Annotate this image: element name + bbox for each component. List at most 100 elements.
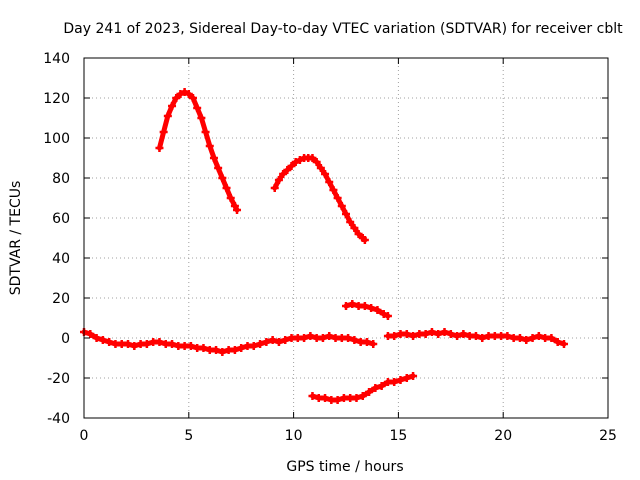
data-point: [218, 174, 227, 182]
data-point: [402, 374, 411, 382]
data-point: [434, 330, 443, 338]
data-point: [168, 102, 177, 110]
data-point: [308, 392, 317, 400]
data-point: [209, 154, 218, 162]
data-point: [522, 336, 531, 344]
data-point: [346, 218, 355, 226]
data-point: [197, 114, 206, 122]
data-point: [249, 342, 258, 350]
y-axis-label: SDTVAR / TECUs: [8, 181, 24, 296]
data-point: [446, 330, 455, 338]
data-point: [283, 166, 292, 174]
data-point: [306, 332, 315, 340]
data-point: [409, 332, 418, 340]
data-point: [316, 164, 325, 172]
data-point: [390, 332, 399, 340]
data-point: [256, 340, 265, 348]
data-point: [262, 338, 271, 346]
data-point: [321, 170, 330, 178]
x-tick-label: 0: [80, 428, 89, 444]
data-point: [312, 158, 321, 166]
series-arc-1: [155, 88, 242, 214]
data-point: [159, 128, 168, 136]
data-point: [237, 344, 246, 352]
series-arc-5: [80, 328, 378, 356]
data-point: [188, 94, 197, 102]
data-point: [270, 184, 279, 192]
data-point: [274, 338, 283, 346]
data-point: [515, 334, 524, 342]
data-point: [163, 112, 172, 120]
series-arc-2: [270, 154, 369, 244]
data-point: [360, 302, 369, 310]
data-point: [528, 334, 537, 342]
data-point: [553, 338, 562, 346]
y-tick-label: 20: [52, 291, 70, 307]
data-point: [427, 328, 436, 336]
data-point: [354, 230, 363, 238]
data-point: [358, 392, 367, 400]
data-point: [365, 388, 374, 396]
y-tick-label: -40: [47, 411, 70, 427]
data-point: [172, 94, 181, 102]
data-point: [333, 396, 342, 404]
data-point: [201, 128, 210, 136]
data-point: [98, 336, 107, 344]
data-point: [226, 194, 235, 202]
data-point: [105, 338, 114, 346]
data-point: [329, 186, 338, 194]
data-point: [325, 332, 334, 340]
data-point: [291, 158, 300, 166]
series-arc-6: [383, 328, 568, 348]
data-point: [348, 300, 357, 308]
data-point: [274, 176, 283, 184]
y-tick-label: 140: [43, 51, 70, 67]
data-point: [362, 338, 371, 346]
data-point: [421, 330, 430, 338]
axis-ticks: 0 5 10 15 20 25 -40 -20 0 20 40 60 80 100 120 140: [43, 51, 617, 444]
data-point: [295, 156, 304, 164]
x-tick-label: 25: [599, 428, 617, 444]
data-point: [342, 210, 350, 218]
y-tick-label: 100: [43, 131, 70, 147]
data-point: [268, 336, 277, 344]
chart-title: Day 241 of 2023, Sidereal Day-to-day VTE…: [63, 21, 623, 37]
y-tick-label: 0: [61, 331, 70, 347]
data-point: [193, 104, 202, 112]
data-point: [344, 334, 353, 342]
data-point: [402, 330, 411, 338]
data-point: [350, 224, 359, 232]
data-point: [440, 328, 449, 336]
series-arc-3: [342, 300, 392, 320]
y-tick-label: 40: [52, 251, 70, 267]
data-point: [233, 206, 242, 214]
data-point: [130, 342, 139, 350]
data-point: [281, 336, 290, 344]
data-point: [186, 342, 195, 350]
data-point: [350, 336, 359, 344]
data-point: [308, 154, 317, 162]
data-point: [369, 340, 378, 348]
data-point: [318, 334, 327, 342]
y-tick-label: 60: [52, 211, 70, 227]
data-point: [390, 378, 399, 386]
series-arc-4: [308, 372, 418, 404]
data-point: [212, 346, 221, 354]
x-axis-label: GPS time / hours: [286, 459, 403, 475]
data-point: [124, 340, 133, 348]
data-point: [184, 90, 193, 98]
data-point: [168, 340, 177, 348]
data-point: [180, 88, 189, 96]
data-point: [379, 310, 388, 318]
data-point: [371, 384, 380, 392]
data-point: [383, 312, 392, 320]
data-point: [373, 306, 382, 314]
data-point: [559, 340, 568, 348]
data-point: [471, 332, 480, 340]
data-point: [360, 236, 369, 244]
data-point: [325, 178, 334, 186]
data-point: [377, 382, 386, 390]
data-point: [503, 332, 512, 340]
grid: [84, 58, 608, 418]
